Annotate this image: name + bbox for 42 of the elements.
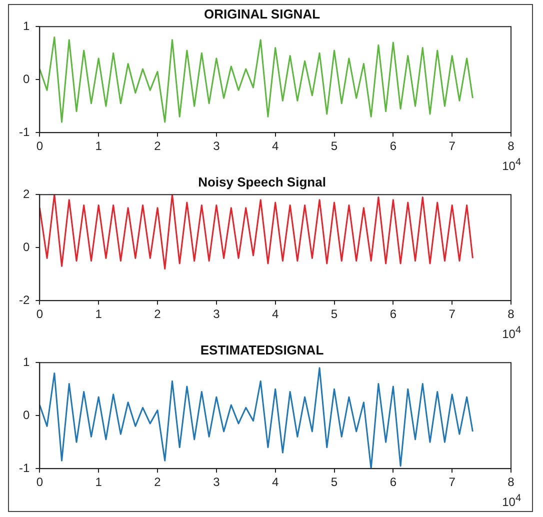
x-tick-label: 2 [154, 307, 162, 322]
x-tick-label: 8 [508, 307, 515, 322]
x-tick-label: 6 [390, 475, 397, 490]
x-tick-label: 5 [330, 139, 338, 154]
x-tick-label: 4 [272, 475, 279, 490]
x-tick-label: 1 [95, 475, 102, 490]
chart-title: ESTIMATEDSIGNAL [200, 342, 324, 358]
x-tick-label: 8 [508, 139, 515, 154]
x-tick-label: 4 [272, 307, 279, 322]
y-tick-label: 2 [22, 186, 30, 201]
x-tick-label: 2 [154, 139, 162, 154]
text: 10$^{4}$ [502, 493, 521, 509]
x-tick-label: 7 [448, 475, 456, 490]
y-tick-label: -1 [19, 124, 30, 139]
y-tick-label: -1 [19, 460, 30, 475]
x-tick-label: 6 [390, 139, 397, 154]
x-tick-label: 2 [154, 475, 162, 490]
x-tick-label: 7 [448, 139, 456, 154]
y-tick-label: 1 [22, 18, 30, 33]
text: 10$^{4}$ [502, 325, 521, 341]
x-tick-label: 3 [213, 307, 220, 322]
x-tick-label: 1 [95, 307, 102, 322]
x-tick-label: 3 [213, 475, 220, 490]
x-tick-label: 0 [36, 139, 44, 154]
text: 10$^{4}$ [502, 157, 521, 173]
x-tick-label: 3 [213, 139, 220, 154]
x-tick-label: 4 [272, 139, 279, 154]
y-tick-label: 1 [22, 354, 30, 369]
y-tick-label: -2 [19, 292, 30, 307]
x-tick-label: 1 [95, 139, 102, 154]
y-tick-label: 0 [22, 240, 30, 254]
x-tick-label: 7 [448, 307, 456, 322]
x-tick-label: 0 [36, 475, 44, 490]
y-tick-label: 0 [22, 72, 30, 86]
x-tick-label: 0 [36, 307, 44, 322]
chart-title: ORIGINAL SIGNAL [204, 6, 320, 22]
y-tick-label: 0 [22, 408, 30, 422]
x-tick-label: 5 [330, 475, 338, 490]
x-tick-label: 8 [508, 475, 515, 490]
x-tick-label: 6 [390, 307, 397, 322]
chart-title: Noisy Speech Signal [198, 174, 326, 190]
x-tick-label: 5 [330, 307, 338, 322]
